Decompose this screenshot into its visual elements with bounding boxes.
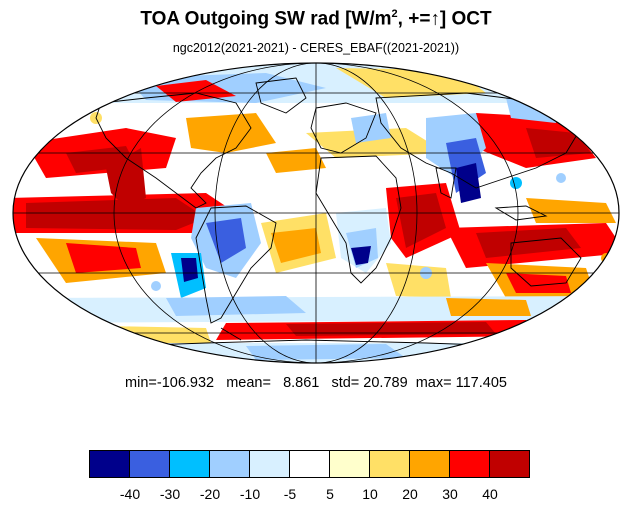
mollweide-map <box>12 62 620 364</box>
stat-max: 117.405 <box>455 375 507 391</box>
plot-title: TOA Outgoing SW rad [W/m2, +=↑] OCT <box>0 8 632 30</box>
stat-min: -106.932 <box>156 375 215 391</box>
colorbar-swatch <box>129 450 170 478</box>
stat-mean: 8.861 <box>283 375 320 391</box>
colorbar-swatch <box>489 450 530 478</box>
title-superscript: 2 <box>391 8 398 20</box>
stats-line: min=-106.932 mean= 8.861 std= 20.789 max… <box>0 375 632 391</box>
colorbar-swatch <box>289 450 330 478</box>
colorbar-tick-label: -30 <box>159 486 181 502</box>
colorbar-tick-label: 20 <box>402 486 418 502</box>
stat-mean-label: mean= <box>226 375 271 391</box>
stat-max-label: max= <box>415 375 452 391</box>
stat-std-label: std= <box>331 375 360 391</box>
colorbar-tick-label: 5 <box>326 486 334 502</box>
colorbar-tick-label: 10 <box>362 486 378 502</box>
colorbar-swatch <box>249 450 290 478</box>
plot-subtitle: ngc2012(2021-2021) - CERES_EBAF((2021-20… <box>172 41 460 55</box>
map-border <box>12 62 620 364</box>
colorbar-tick-label: -40 <box>119 486 141 502</box>
stat-std: 20.789 <box>363 375 408 391</box>
colorbar-tick-label: -5 <box>283 486 297 502</box>
colorbar-tick-label: 40 <box>482 486 498 502</box>
colorbar-swatch <box>449 450 490 478</box>
colorbar-tick-label: 30 <box>442 486 458 502</box>
stat-min-label: min= <box>125 375 157 391</box>
colorbar-swatch <box>169 450 210 478</box>
title-text: TOA Outgoing SW rad [W/m <box>140 8 392 30</box>
colorbar-swatch <box>369 450 410 478</box>
colorbar-swatch <box>209 450 250 478</box>
colorbar-swatch <box>409 450 450 478</box>
colorbar-swatch <box>89 450 130 478</box>
colorbar <box>89 450 530 478</box>
colorbar-tick-label: -20 <box>199 486 221 502</box>
colorbar-swatch <box>329 450 370 478</box>
colorbar-tick-label: -10 <box>239 486 261 502</box>
title-suffix: , +=↑] OCT <box>397 8 492 30</box>
